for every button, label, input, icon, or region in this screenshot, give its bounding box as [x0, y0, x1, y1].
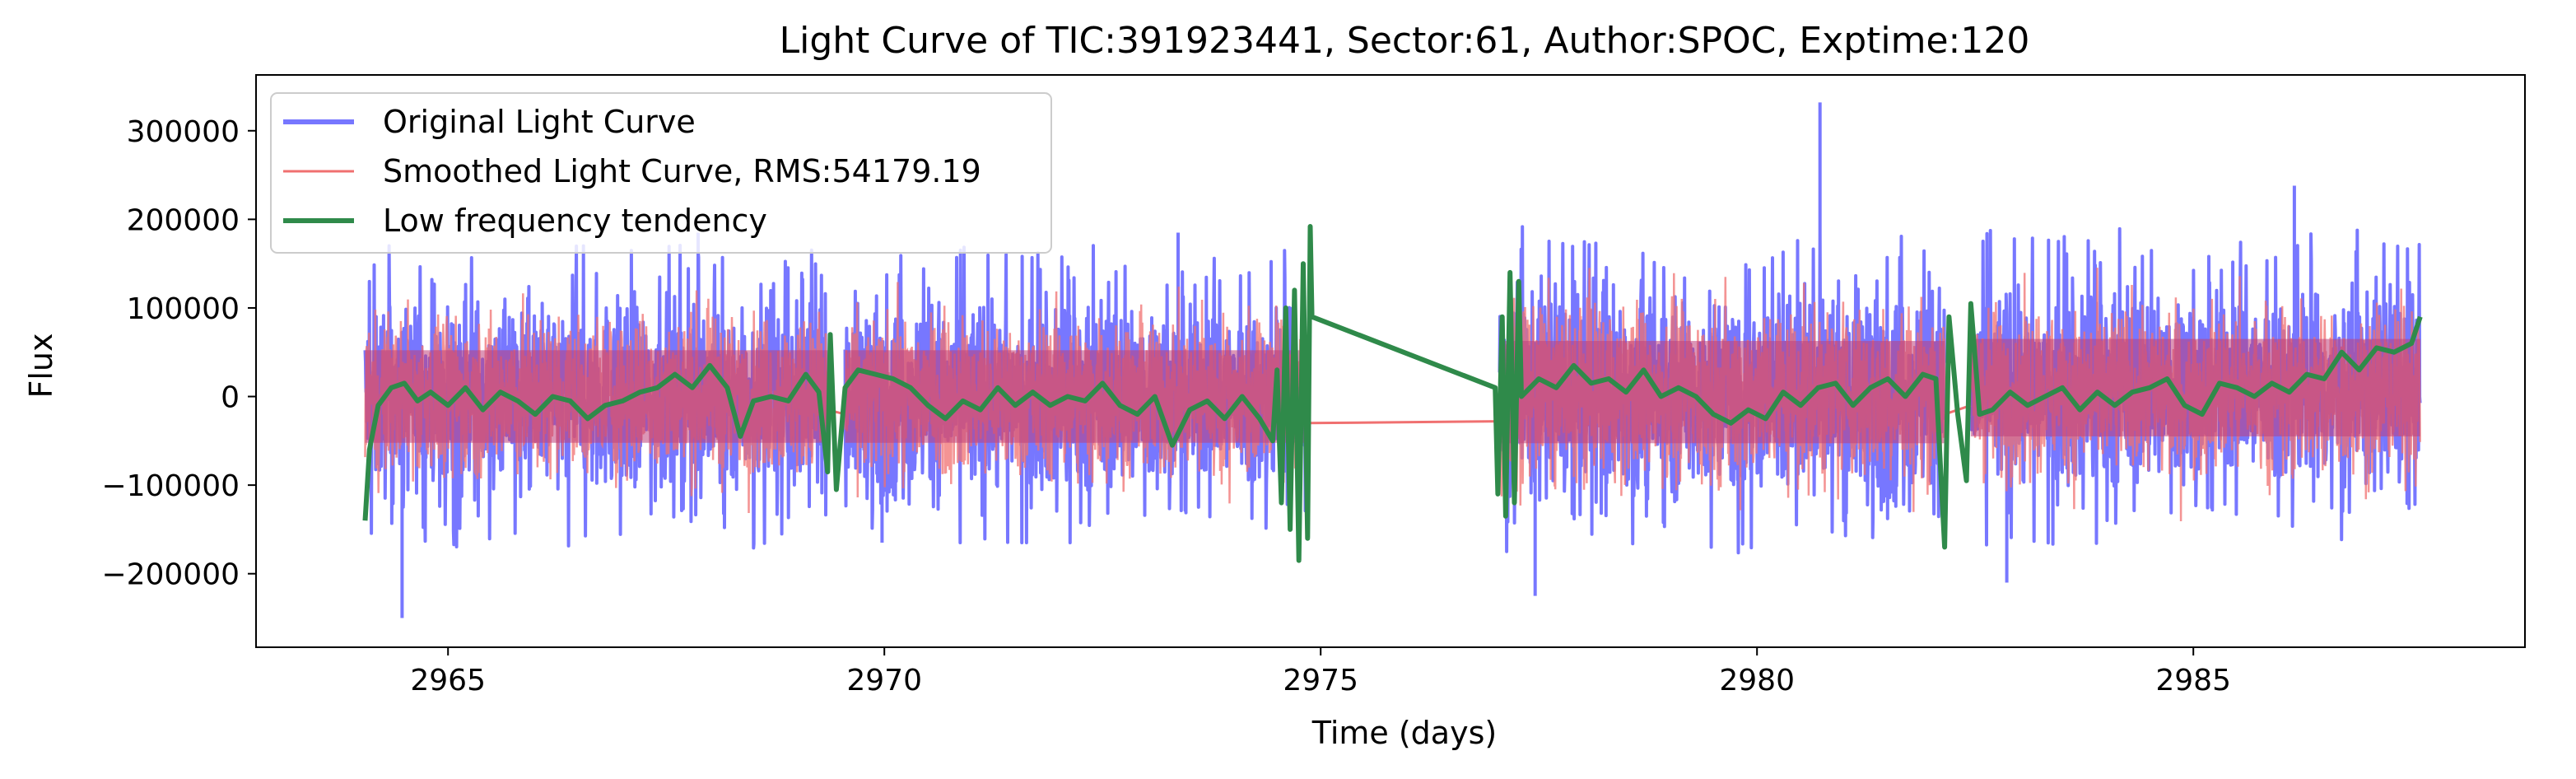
- x-tick-label: 2970: [846, 664, 922, 697]
- plot-layer: [362, 102, 2423, 618]
- y-tick-label: −200000: [101, 558, 240, 592]
- legend-label-smoothed: Smoothed Light Curve, RMS:54179.19: [383, 153, 981, 189]
- overlap-band-4: [1970, 338, 2420, 436]
- chart-title: Light Curve of TIC:391923441, Sector:61,…: [780, 20, 2030, 62]
- y-axis-label: Flux: [23, 334, 59, 399]
- x-tick-label: 2980: [1719, 664, 1795, 697]
- plot-area-frame: [255, 74, 2526, 648]
- y-tick-label: 300000: [127, 115, 240, 149]
- y-tick-label: −100000: [101, 469, 240, 503]
- low-frequency-tendency-line: [362, 224, 2423, 563]
- x-tick-label: 2985: [2155, 664, 2231, 697]
- x-tick-label: 2965: [410, 664, 486, 697]
- x-tick-label: 2975: [1283, 664, 1358, 697]
- overlap-band-3: [1499, 341, 1945, 444]
- legend-label-low-frequency: Low frequency tendency: [383, 203, 767, 239]
- y-axis: −200000 −100000 0 100000 200000 300000: [101, 115, 256, 592]
- legend-label-original: Original Light Curve: [383, 104, 696, 140]
- y-tick-label: 0: [221, 381, 240, 415]
- x-axis-label: Time (days): [1311, 715, 1497, 751]
- overlap-band-1: [365, 350, 828, 443]
- legend: Original Light Curve Smoothed Light Curv…: [270, 92, 1052, 254]
- legend-box: [270, 92, 1052, 254]
- y-tick-label: 100000: [127, 292, 240, 326]
- x-axis: 2965 2970 2975 2980 2985: [410, 647, 2231, 697]
- y-tick-label: 200000: [127, 203, 240, 237]
- smoothed-gap-line-2: [1307, 420, 1500, 425]
